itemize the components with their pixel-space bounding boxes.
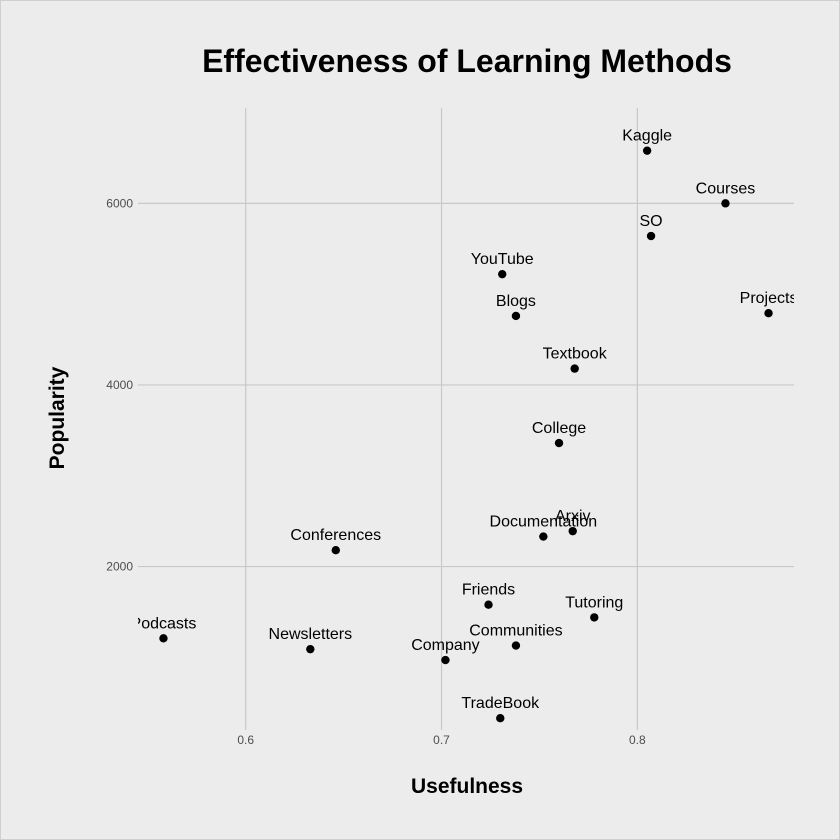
point-label: Communities	[469, 623, 562, 640]
data-point	[554, 438, 564, 448]
point-label: Conferences	[290, 527, 381, 544]
point-label: Courses	[696, 180, 756, 197]
data-point	[539, 532, 548, 541]
data-point	[498, 269, 507, 279]
x-tick-label: 0.8	[629, 733, 646, 747]
point-label: Kaggle	[622, 128, 672, 145]
point-label: YouTube	[471, 251, 534, 268]
point-label: College	[532, 420, 586, 437]
data-point	[570, 364, 579, 373]
point-label: Textbook	[543, 346, 608, 363]
point-label: SO	[639, 213, 662, 230]
point-label: Tutoring	[565, 594, 623, 611]
point-label: Arxiv	[555, 508, 591, 525]
point-label: Company	[411, 637, 479, 654]
point-label: Blogs	[496, 293, 536, 310]
data-point	[511, 641, 521, 650]
data-point	[441, 655, 450, 665]
data-point	[484, 600, 493, 609]
data-point	[646, 231, 656, 241]
point-label: Documentation	[490, 514, 598, 531]
data-point	[306, 644, 315, 654]
point-label: Friends	[462, 582, 515, 599]
chart-title: Effectiveness of Learning Methods	[202, 43, 732, 79]
grid-lines	[138, 108, 794, 730]
point-label: Projects	[740, 290, 798, 307]
tick-labels: 0.6 0.7 0.8 2000 4000 6000	[106, 196, 646, 747]
data-point	[590, 613, 599, 622]
y-tick-label: 4000	[106, 378, 133, 392]
point-label: TradeBook	[461, 695, 540, 712]
data-point	[568, 526, 577, 536]
data-point	[764, 309, 773, 318]
data-point	[642, 146, 652, 155]
y-tick-label: 2000	[106, 560, 133, 574]
point-label: Newsletters	[269, 626, 353, 643]
data-point	[511, 311, 521, 321]
point-label: Podcasts	[131, 615, 197, 632]
data-point	[331, 546, 340, 555]
y-axis-title: Popularity	[46, 366, 69, 469]
data-point	[496, 713, 505, 723]
data-point	[159, 634, 168, 643]
data-points: Kaggle Courses SO YouTube Projects Blogs Textb…	[131, 128, 798, 723]
y-tick-label: 6000	[106, 196, 133, 210]
x-tick-label: 0.7	[433, 733, 450, 747]
x-tick-label: 0.6	[237, 733, 254, 747]
data-point	[721, 199, 730, 208]
x-axis-title: Usefulness	[411, 775, 523, 798]
